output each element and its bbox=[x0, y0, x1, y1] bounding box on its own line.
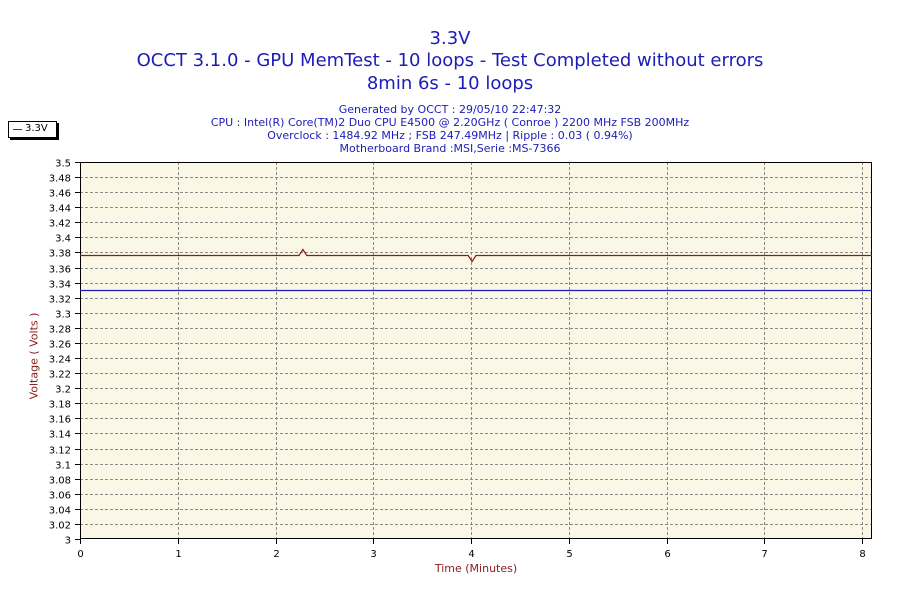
x-tick-label: 0 bbox=[77, 549, 83, 560]
x-tick-label: 5 bbox=[566, 549, 572, 560]
x-tick-label: 1 bbox=[175, 549, 181, 560]
y-tick-label: 3.26 bbox=[49, 340, 71, 351]
y-tick-label: 3.12 bbox=[49, 446, 71, 457]
x-tick-label: 3 bbox=[370, 549, 376, 560]
y-tick-label: 3.18 bbox=[49, 400, 71, 411]
legend-swatch bbox=[13, 129, 22, 130]
chart-subtitle: OCCT 3.1.0 - GPU MemTest - 10 loops - Te… bbox=[136, 50, 764, 71]
y-tick-label: 3.48 bbox=[49, 174, 71, 185]
y-tick-label: 3.34 bbox=[49, 280, 71, 291]
y-tick-label: 3.22 bbox=[49, 370, 71, 381]
plot-frame bbox=[80, 162, 872, 539]
y-tick-label: 3.5 bbox=[55, 159, 71, 170]
y-tick-label: 3.16 bbox=[49, 415, 71, 426]
y-tick-label: 3.06 bbox=[49, 491, 71, 502]
y-tick-label: 3 bbox=[65, 536, 71, 547]
chart-title: 3.3V bbox=[429, 28, 471, 49]
x-tick-label: 6 bbox=[664, 549, 670, 560]
y-tick-label: 3.14 bbox=[49, 430, 71, 441]
series-line-3-3v bbox=[80, 248, 872, 263]
y-tick-label: 3.1 bbox=[55, 461, 71, 472]
y-tick-label: 3.42 bbox=[49, 219, 71, 230]
x-axis-label: Time (Minutes) bbox=[434, 562, 518, 575]
x-tick-label: 2 bbox=[273, 549, 279, 560]
y-tick-label: 3.44 bbox=[49, 204, 71, 215]
y-tick-label: 3.04 bbox=[49, 506, 71, 517]
y-tick-label: 3.38 bbox=[49, 249, 71, 260]
plot-area bbox=[80, 162, 872, 539]
y-tick-label: 3.46 bbox=[49, 189, 71, 200]
y-tick-label: 3.02 bbox=[49, 521, 71, 532]
legend: 3.3V bbox=[8, 121, 57, 138]
y-tick-label: 3.3 bbox=[55, 310, 71, 321]
chart-duration: 8min 6s - 10 loops bbox=[366, 73, 534, 94]
x-tick-label: 7 bbox=[761, 549, 767, 560]
y-tick-label: 3.4 bbox=[55, 234, 71, 245]
info-cpu: CPU : Intel(R) Core(TM)2 Duo CPU E4500 @… bbox=[210, 116, 690, 129]
info-generated: Generated by OCCT : 29/05/10 22:47:32 bbox=[338, 103, 562, 116]
y-tick-label: 3.24 bbox=[49, 355, 71, 366]
info-motherboard: Motherboard Brand :MSI,Serie :MS-7366 bbox=[339, 142, 561, 155]
y-tick-label: 3.36 bbox=[49, 265, 71, 276]
x-tick-label: 8 bbox=[859, 549, 865, 560]
y-tick-label: 3.2 bbox=[55, 385, 71, 396]
legend-label: 3.3V bbox=[25, 123, 48, 134]
x-tick-label: 4 bbox=[468, 549, 474, 560]
y-tick-label: 3.08 bbox=[49, 476, 71, 487]
info-overclock: Overclock : 1484.92 MHz ; FSB 247.49MHz … bbox=[267, 129, 633, 142]
y-tick-label: 3.32 bbox=[49, 295, 71, 306]
y-tick-label: 3.28 bbox=[49, 325, 71, 336]
